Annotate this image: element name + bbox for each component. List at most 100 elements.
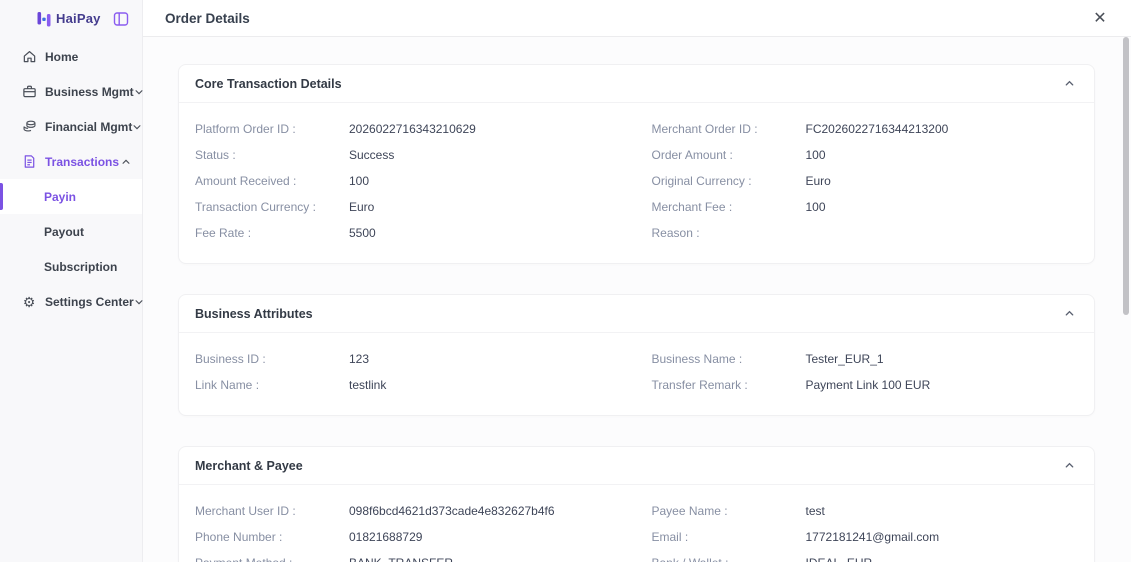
sidebar: HaiPay Home Bu: [0, 0, 143, 562]
field-value: Success: [349, 148, 395, 162]
home-icon: [21, 49, 37, 65]
brand-name: HaiPay: [56, 11, 101, 26]
field-label: Platform Order ID :: [195, 122, 296, 136]
sidebar-nav: Home Business Mgmt: [0, 37, 144, 319]
sidebar-collapse-icon[interactable]: [112, 10, 130, 28]
sidebar-item-home[interactable]: Home: [0, 39, 142, 74]
field-row: Merchant Order ID : FC202602271634421320…: [652, 116, 1079, 142]
chevron-down-icon: [134, 296, 144, 308]
field-value: 100: [349, 174, 370, 188]
sidebar-item-label: Payin: [44, 189, 77, 204]
card-title: Business Attributes: [195, 306, 313, 321]
field-row: Merchant Fee : 100: [652, 194, 1079, 220]
field-label: Amount Received :: [195, 174, 297, 188]
field-label: Bank / Wallet :: [652, 556, 806, 562]
field-value: Tester_EUR_1: [805, 352, 884, 366]
sidebar-item-label: Subscription: [44, 259, 118, 274]
card-body: Merchant User ID : 098f6bcd4621d373cade4…: [179, 485, 1094, 562]
field-row: Original Currency : Euro: [652, 168, 1079, 194]
field-label: Link Name :: [195, 378, 260, 392]
field-label: Payee Name :: [651, 504, 728, 518]
field-label: Status :: [195, 148, 236, 162]
chevron-up-icon[interactable]: [1062, 307, 1076, 321]
field-row: Transaction Currency : Euro: [195, 194, 637, 220]
field-label: Fee Rate :: [195, 226, 252, 240]
main-panel: Order Details ✕ Core Transaction Details…: [143, 0, 1131, 562]
field-value: 100: [805, 200, 826, 214]
sidebar-item-subscription[interactable]: Subscription: [0, 249, 142, 284]
sidebar-item-business-mgmt[interactable]: Business Mgmt: [0, 74, 144, 109]
field-value: 01821688729: [349, 530, 423, 544]
card-header: Business Attributes: [179, 295, 1094, 333]
card-core-transaction-details: Core Transaction Details Platform Order …: [178, 64, 1095, 264]
field-value: FC2026022716344213200: [805, 122, 949, 136]
sidebar-item-label: Transactions: [45, 154, 120, 169]
haipay-logo-icon: [36, 11, 52, 27]
field-label: Payment Method :: [195, 556, 349, 562]
field-label: Transaction Currency :: [195, 200, 316, 214]
sidebar-item-payout[interactable]: Payout: [0, 214, 142, 249]
sidebar-item-label: Business Mgmt: [45, 84, 134, 99]
sidebar-item-transactions[interactable]: Transactions: [0, 144, 142, 179]
document-icon: [21, 154, 37, 170]
field-value: testlink: [349, 378, 387, 392]
scrollbar-thumb[interactable]: [1123, 37, 1129, 315]
field-value: IDEAL_EUR: [806, 556, 873, 562]
field-value: Euro: [805, 174, 831, 188]
field-label: Phone Number :: [195, 530, 283, 544]
sidebar-item-label: Payout: [44, 224, 85, 239]
chevron-up-icon[interactable]: [1062, 77, 1076, 91]
sidebar-item-financial-mgmt[interactable]: Financial Mgmt: [0, 109, 142, 144]
panel-header: Order Details ✕: [143, 0, 1131, 37]
field-column-right: Merchant Order ID : FC202602271634421320…: [637, 116, 1079, 246]
card-merchant-payee: Merchant & Payee Merchant User ID : 098f…: [178, 446, 1095, 562]
sidebar-item-label: Financial Mgmt: [45, 119, 133, 134]
field-column-left: Merchant User ID : 098f6bcd4621d373cade4…: [195, 498, 637, 562]
logo-row: HaiPay: [0, 0, 142, 37]
field-row: Link Name : testlink: [195, 372, 637, 398]
field-row: Transfer Remark : Payment Link 100 EUR: [652, 372, 1079, 398]
field-label: Original Currency :: [651, 174, 752, 188]
field-row: Amount Received : 100: [195, 168, 637, 194]
chevron-up-icon: [120, 156, 132, 168]
scrollbar-track: [1123, 37, 1129, 562]
close-icon[interactable]: ✕: [1093, 10, 1107, 27]
card-body: Business ID : 123 Link Name : testlink B…: [179, 333, 1094, 415]
sidebar-item-label: Settings Center: [45, 294, 134, 309]
field-row: Business ID : 123: [195, 346, 637, 372]
field-row: Email : 1772181241@gmail.com: [652, 524, 1079, 550]
field-value: BANK_TRANSFER: [349, 556, 453, 562]
briefcase-icon: [21, 84, 37, 100]
sidebar-item-label: Home: [45, 49, 79, 64]
field-row: Payment Method : BANK_TRANSFER: [195, 550, 637, 562]
field-row: Fee Rate : 5500: [195, 220, 637, 246]
field-column-left: Platform Order ID : 2026022716343210629 …: [195, 116, 637, 246]
gear-icon: ⚙: [22, 293, 36, 310]
card-header: Core Transaction Details: [179, 65, 1094, 103]
field-value: Payment Link 100 EUR: [805, 378, 931, 392]
field-row: Status : Success: [195, 142, 637, 168]
field-label: Merchant Order ID :: [651, 122, 758, 136]
field-label: Reason :: [651, 226, 700, 240]
field-value: 098f6bcd4621d373cade4e832627b4f6: [349, 504, 555, 518]
chevron-down-icon: [134, 86, 144, 98]
field-value: 5500: [349, 226, 376, 240]
field-row: Business Name : Tester_EUR_1: [652, 346, 1079, 372]
field-row: Phone Number : 01821688729: [195, 524, 637, 550]
order-details-content: Core Transaction Details Platform Order …: [143, 37, 1131, 562]
field-value: 2026022716343210629: [349, 122, 476, 136]
field-value: 123: [349, 352, 370, 366]
card-body: Platform Order ID : 2026022716343210629 …: [179, 103, 1094, 263]
card-title: Merchant & Payee: [195, 458, 303, 473]
chevron-up-icon[interactable]: [1062, 459, 1076, 473]
field-row: Merchant User ID : 098f6bcd4621d373cade4…: [195, 498, 637, 524]
card-business-attributes: Business Attributes Business ID : 123 Li…: [178, 294, 1095, 416]
field-label: Merchant User ID :: [195, 504, 296, 518]
field-column-right: Business Name : Tester_EUR_1 Transfer Re…: [637, 346, 1079, 398]
sidebar-item-payin[interactable]: Payin: [0, 179, 142, 214]
field-value: test: [805, 504, 825, 518]
field-row: Bank / Wallet : IDEAL_EUR: [652, 550, 1079, 562]
sidebar-item-settings-center[interactable]: ⚙ Settings Center: [0, 284, 144, 319]
chevron-down-icon: [132, 121, 142, 133]
field-row: Reason :: [652, 220, 1079, 246]
